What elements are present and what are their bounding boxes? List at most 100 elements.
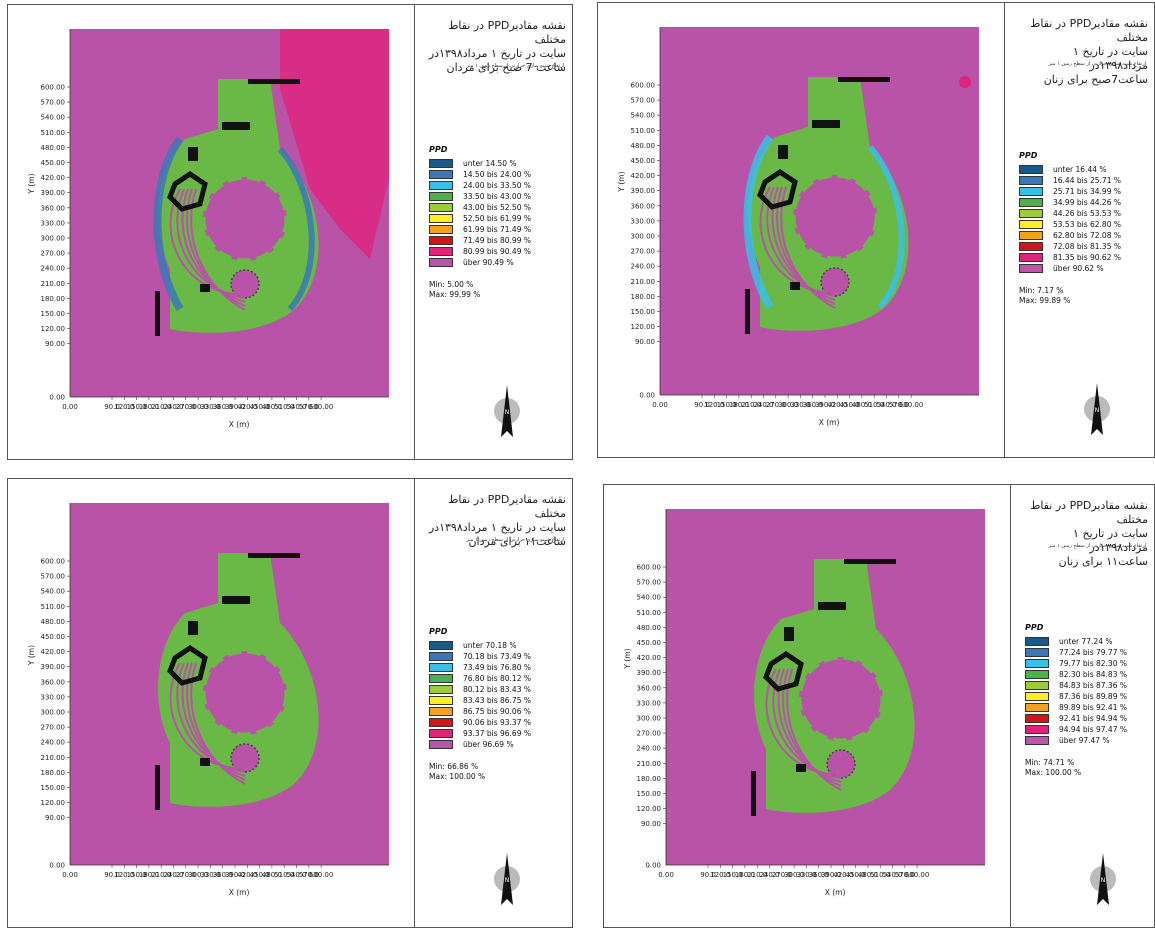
legend-entry: 61.99 bis 71.49 % [429, 224, 531, 235]
map-title: نقشه مقادیرPPD در نقاط مختلف سایت در تاری… [1030, 499, 1148, 568]
y-tick-label: 480.00 [41, 618, 66, 626]
legend-entry: 43.00 bis 52.50 % [429, 202, 531, 213]
compass-needle [501, 385, 513, 437]
min-max-values: Min: 74.71 % Max: 100.00 % [1025, 758, 1081, 778]
legend-box: نقشه مقادیرPPD در نقاط مختلف سایت در تاری… [1010, 485, 1154, 927]
y-tick-label: 540.00 [637, 594, 662, 602]
building-top [248, 553, 300, 558]
x-tick-label: 300.0 [778, 401, 798, 409]
legend-title: PPD [1019, 151, 1038, 160]
cool-zone [153, 136, 184, 312]
building-top [838, 77, 890, 82]
x-tick-label: 330.0 [200, 871, 220, 879]
compass-letter: N [505, 409, 510, 416]
x-tick-label: 360.0 [809, 871, 829, 879]
map-panel-2: 600.00 570.00 540.00 510.00 480.00 450.00 420.… [597, 2, 1155, 458]
legend-swatch [1019, 209, 1043, 218]
min-value: Min: 74.71 % [1025, 758, 1075, 767]
y-tick-label: 180.00 [637, 775, 662, 783]
legend-entry: über 97.47 % [1025, 735, 1110, 746]
north-arrow-icon: N [494, 385, 520, 437]
legend-swatch [429, 214, 453, 223]
y-tick-label: 510.00 [637, 609, 662, 617]
y-tick-label: 270.00 [41, 250, 66, 258]
legend-label: 86.75 bis 90.06 % [463, 707, 531, 716]
legend-swatch [1019, 220, 1043, 229]
cool-zone [743, 134, 774, 310]
legend-swatch [429, 685, 453, 694]
max-value: Max: 99.99 % [429, 290, 481, 299]
building-top [248, 79, 300, 84]
x-axis-label: X (m) [229, 420, 250, 429]
x-axis-label: X (m) [825, 888, 846, 897]
x-tick-label: 240.0 [753, 401, 773, 409]
x-tick-label: 600.00 [905, 871, 930, 879]
y-tick-label: 570.00 [637, 579, 662, 587]
legend-label: 87.36 bis 89.89 % [1059, 692, 1127, 701]
legend-swatch [429, 192, 453, 201]
legend-entry: über 90.62 % [1019, 263, 1104, 274]
legend-label: 52.50 bis 61.99 % [463, 214, 531, 223]
x-tick-label: 300.0 [784, 871, 804, 879]
x-tick-label: 450.0 [250, 871, 270, 879]
legend-entry: 73.49 bis 76.80 % [429, 662, 531, 673]
x-tick-label: 240.0 [759, 871, 779, 879]
legend-entry: 72.08 bis 81.35 % [1019, 241, 1121, 252]
legend-label: 79.77 bis 82.30 % [1059, 659, 1127, 668]
y-tick-label: 390.00 [637, 669, 662, 677]
building-block [778, 145, 788, 159]
y-tick-label: 0.00 [49, 394, 65, 402]
legend-entry: 70.18 bis 73.49 % [429, 651, 531, 662]
y-tick-label: 270.00 [41, 724, 66, 732]
x-tick-label: 390.0 [225, 403, 245, 411]
x-tick-label: 450.0 [250, 403, 270, 411]
legend-entry: 83.43 bis 86.75 % [429, 695, 531, 706]
x-axis-label: X (m) [819, 418, 840, 427]
legend-label: über 90.49 % [463, 258, 514, 267]
x-tick-label: 270.0 [772, 871, 792, 879]
y-tick-label: 570.00 [41, 99, 66, 107]
building-block [790, 282, 800, 290]
y-tick-label: 300.00 [637, 715, 662, 723]
compass-needle [1097, 853, 1109, 905]
y-tick-label: 450.00 [637, 639, 662, 647]
north-arrow-icon: N [494, 853, 520, 905]
legend-swatch [429, 729, 453, 738]
legend-swatch [1025, 637, 1049, 646]
legend-swatch [429, 718, 453, 727]
x-tick-label: 300.0 [188, 403, 208, 411]
x-tick-label: 0.00 [658, 871, 674, 879]
y-tick-label: 210.00 [41, 280, 66, 288]
legend-swatch [1019, 242, 1043, 251]
x-tick-label: 450.0 [840, 401, 860, 409]
y-tick-label: 420.00 [41, 648, 66, 656]
building-strip [745, 289, 750, 334]
plaza-ring [796, 654, 886, 744]
y-tick-label: 300.00 [41, 709, 66, 717]
site-plan [751, 559, 915, 816]
legend-label: 61.99 bis 71.49 % [463, 225, 531, 234]
x-tick-label: 330.0 [200, 403, 220, 411]
y-tick-label: 180.00 [41, 769, 66, 777]
y-tick-label: 240.00 [631, 263, 656, 271]
y-tick-label: 360.00 [637, 684, 662, 692]
heritage-building [763, 650, 804, 692]
legend-box: نقشه مقادیرPPD در نقاط مختلف سایت در تاری… [414, 479, 572, 927]
x-tick-label: 420.0 [827, 401, 847, 409]
x-tick-label: 510.0 [864, 401, 884, 409]
y-tick-label: 270.00 [631, 248, 656, 256]
y-tick-label: 510.00 [41, 129, 66, 137]
compass-needle [501, 853, 513, 905]
ppd-map-plot: 600.00 570.00 540.00 510.00 480.00 450.00 420.… [27, 29, 389, 429]
x-tick-label: 0.00 [62, 871, 78, 879]
cool-zone [867, 145, 905, 309]
legend-label: 24.00 bis 33.50 % [463, 181, 531, 190]
legend-entry: 14.50 bis 24.00 % [429, 169, 531, 180]
legend-swatch [429, 159, 453, 168]
legend-swatch [429, 203, 453, 212]
legend-swatch [1025, 714, 1049, 723]
legend-swatch [1025, 681, 1049, 690]
y-tick-label: 90.00 [635, 338, 655, 346]
map-subtitle: ارتفاع شبیه سازی حرارتی از سطح زمین ۱ مت… [466, 537, 564, 543]
y-tick-label: 330.00 [631, 217, 656, 225]
